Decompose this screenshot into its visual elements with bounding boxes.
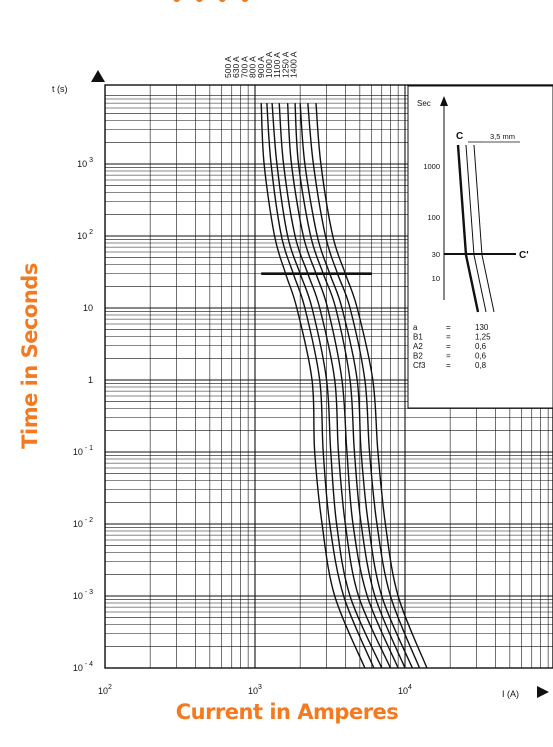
coefficient-eq: = bbox=[446, 342, 451, 351]
series-label: 1250 A bbox=[280, 51, 290, 78]
series-curve-1100a bbox=[299, 103, 414, 669]
x-axis-label: I (A) bbox=[502, 689, 519, 699]
series-curve-630a bbox=[266, 103, 375, 669]
series-curve-500a bbox=[260, 103, 366, 669]
x-tick-label: 102 bbox=[98, 684, 112, 696]
series-curve-1000a bbox=[294, 103, 406, 669]
inset-dimension-label: 3,5 mm bbox=[490, 132, 515, 141]
y-tick-label: 10 3 bbox=[77, 157, 93, 169]
cut-off-title: • • • • bbox=[170, 0, 490, 7]
inset-y-tick-label: 30 bbox=[432, 250, 440, 259]
coefficient-value: 0,8 bbox=[475, 361, 487, 370]
x-axis-title: Current in Amperes bbox=[175, 700, 399, 724]
plot-frame bbox=[104, 84, 553, 669]
y-axis-title: Time in Seconds bbox=[18, 263, 42, 449]
grid-layer bbox=[105, 85, 553, 668]
coefficient-key: Cf3 bbox=[413, 361, 426, 370]
x-tick-label: 103 bbox=[248, 684, 262, 696]
coefficient-key: a bbox=[413, 323, 418, 332]
series-curve-900a bbox=[286, 103, 399, 669]
series-label: 900 A bbox=[256, 56, 266, 78]
y-tick-label: 10 bbox=[83, 303, 93, 313]
inset-y-title: Sec bbox=[417, 99, 431, 108]
coefficient-value: 1,25 bbox=[475, 333, 491, 342]
y-tick-label: 10 2 bbox=[77, 229, 93, 241]
coefficient-eq: = bbox=[446, 361, 451, 370]
coefficient-value: 0,6 bbox=[475, 342, 487, 351]
inset-y-tick-label: 100 bbox=[427, 213, 440, 222]
y-axis-arrow bbox=[91, 70, 105, 82]
inset-label-c: C bbox=[456, 131, 463, 142]
x-axis-arrow bbox=[537, 686, 549, 698]
coefficient-value: 0,6 bbox=[475, 352, 487, 361]
series-label: 1400 A bbox=[289, 51, 299, 78]
y-tick-label: 10 - 2 bbox=[73, 517, 93, 529]
series-label: 700 A bbox=[239, 56, 249, 78]
series-label: 500 A bbox=[223, 56, 233, 78]
series-label: 800 A bbox=[248, 56, 258, 78]
inset-panel bbox=[407, 85, 553, 409]
inset-y-tick-label: 10 bbox=[432, 274, 440, 283]
coefficient-key: B2 bbox=[413, 352, 423, 361]
coefficient-key: A2 bbox=[413, 342, 423, 351]
x-tick-label: 104 bbox=[398, 684, 412, 696]
coefficient-eq: = bbox=[446, 323, 451, 332]
coefficient-key: B1 bbox=[413, 333, 423, 342]
inset-axis-arrow bbox=[440, 96, 448, 106]
y-tick-label: 1 bbox=[88, 375, 93, 385]
y-tick-label: 10 - 1 bbox=[73, 445, 93, 457]
inset-label-c-prime: C' bbox=[519, 250, 529, 261]
y-axis-label: t (s) bbox=[52, 84, 68, 94]
coefficient-eq: = bbox=[446, 333, 451, 342]
series-label: 1000 A bbox=[264, 51, 274, 78]
series-label: 1100 A bbox=[272, 52, 282, 78]
y-tick-label: 10 - 4 bbox=[73, 661, 93, 673]
series-curve-1250a bbox=[307, 103, 421, 669]
series-curve-1400a bbox=[315, 103, 428, 669]
coefficient-value: 130 bbox=[475, 323, 489, 332]
series-curve-800a bbox=[278, 103, 392, 669]
series-curve-700a bbox=[271, 103, 383, 669]
inset-y-tick-label: 1000 bbox=[423, 162, 440, 171]
y-tick-label: 10 - 3 bbox=[73, 589, 93, 601]
series-label: 630 A bbox=[231, 56, 241, 78]
coefficient-eq: = bbox=[446, 352, 451, 361]
